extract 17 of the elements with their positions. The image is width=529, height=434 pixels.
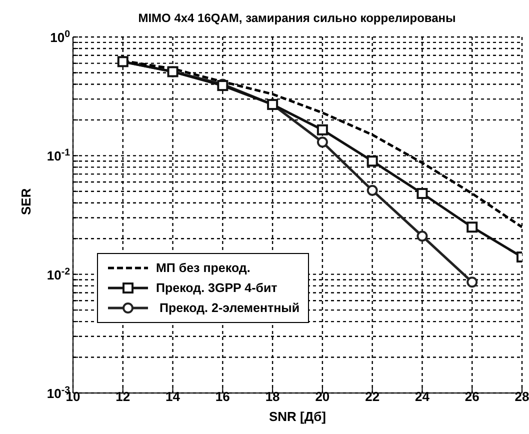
chart-title: MIMO 4x4 16QAM, замирания сильно коррелированы <box>138 11 456 25</box>
y-tick-label: 10$^{-1}$ <box>46 147 71 164</box>
legend-label: Прекод. 3GPP 4-бит <box>156 281 278 295</box>
point <box>416 230 428 242</box>
y-tick-label: 10$^{0}$ <box>50 28 71 45</box>
y-axis-title: SER <box>18 188 34 215</box>
point <box>366 184 378 196</box>
point <box>466 222 478 233</box>
legend-label: МП без прекод. <box>156 261 250 275</box>
point <box>366 156 378 167</box>
y-tick-label: 10$^{-2}$ <box>46 266 71 282</box>
point <box>316 124 328 136</box>
x-axis-title: SNR [Дб] <box>268 409 326 424</box>
point <box>466 276 478 288</box>
point <box>416 188 428 199</box>
point <box>316 136 328 148</box>
legend-label: Прекод. 2-элементный <box>158 301 300 315</box>
